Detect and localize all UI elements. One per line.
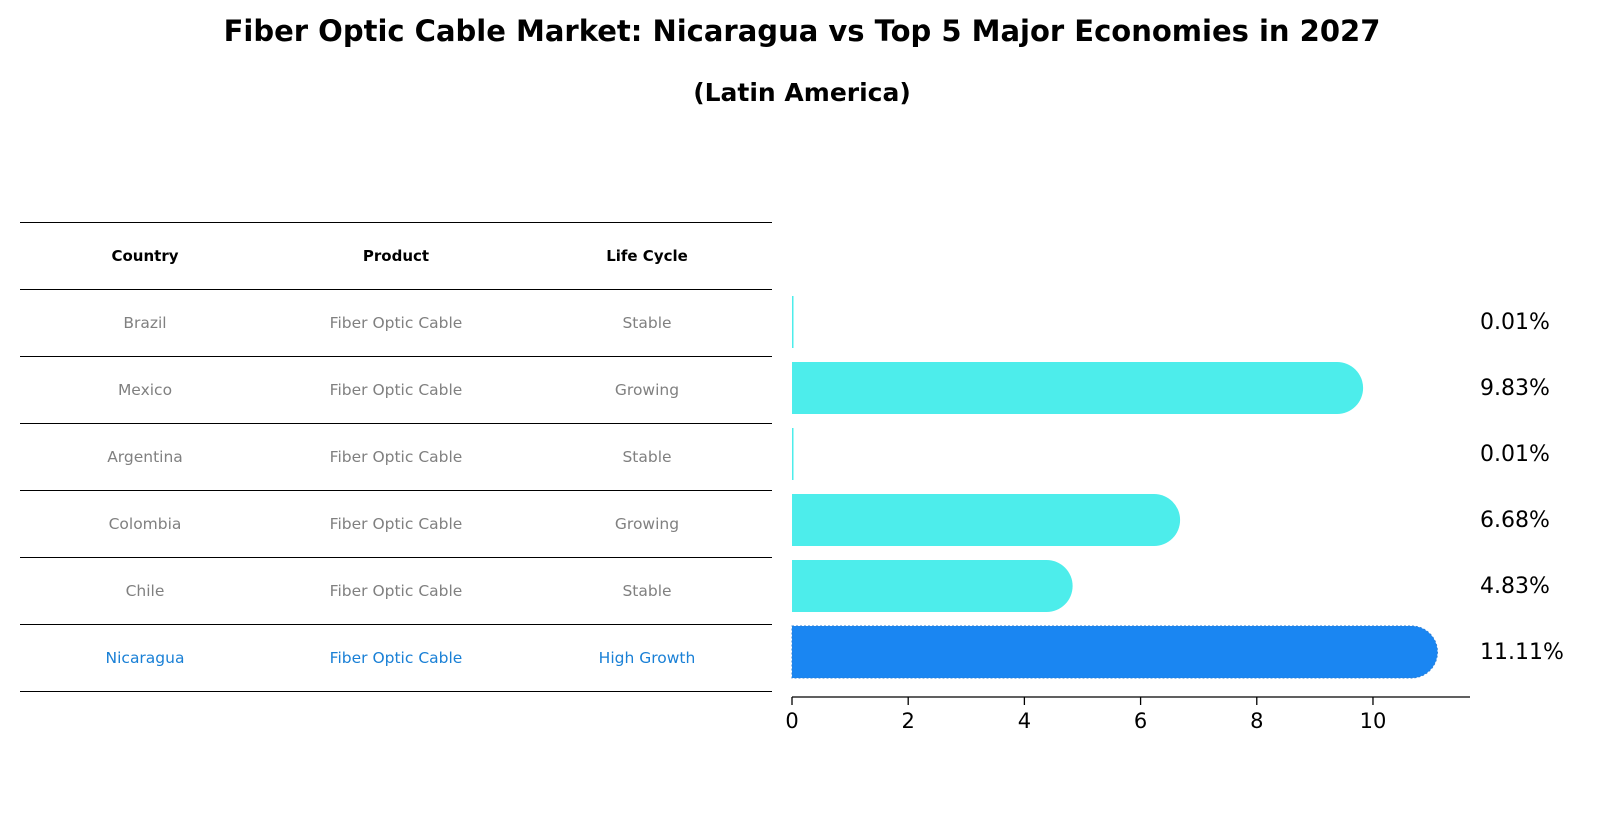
cell-life-cycle: Stable — [522, 423, 772, 491]
header-product: Product — [270, 222, 522, 290]
chart-subtitle: (Latin America) — [693, 78, 911, 107]
x-tick-label: 2 — [902, 709, 915, 733]
value-label: 0.01% — [1480, 310, 1550, 335]
bar-colombia — [792, 494, 1181, 546]
cell-life-cycle: Growing — [522, 356, 772, 424]
value-label: 6.68% — [1480, 508, 1550, 533]
country-table: Country Product Life Cycle Brazil Fiber … — [20, 222, 772, 692]
table-row: Brazil Fiber Optic Cable Stable — [20, 289, 772, 357]
cell-country: Brazil — [20, 289, 270, 357]
cell-product: Fiber Optic Cable — [270, 356, 522, 424]
x-tick-label: 6 — [1134, 709, 1147, 733]
x-tick-label: 4 — [1018, 709, 1031, 733]
x-tick-label: 8 — [1250, 709, 1263, 733]
cell-product: Fiber Optic Cable — [270, 624, 522, 692]
cell-life-cycle: High Growth — [522, 624, 772, 692]
table-header-row: Country Product Life Cycle — [20, 222, 772, 290]
cell-product: Fiber Optic Cable — [270, 423, 522, 491]
cell-country: Colombia — [20, 490, 270, 558]
bar-chile — [792, 560, 1073, 612]
cell-product: Fiber Optic Cable — [270, 289, 522, 357]
value-label: 9.83% — [1480, 376, 1550, 401]
x-tick-label: 10 — [1360, 709, 1387, 733]
bar-nicaragua — [791, 625, 1438, 679]
table-row: Colombia Fiber Optic Cable Growing — [20, 490, 772, 558]
cell-country: Nicaragua — [20, 624, 270, 692]
cell-country: Argentina — [20, 423, 270, 491]
header-life-cycle: Life Cycle — [522, 222, 772, 290]
cell-life-cycle: Growing — [522, 490, 772, 558]
x-tick-label: 0 — [785, 709, 798, 733]
table-row: Argentina Fiber Optic Cable Stable — [20, 423, 772, 491]
table-row: Chile Fiber Optic Cable Stable — [20, 557, 772, 625]
value-label: 0.01% — [1480, 442, 1550, 467]
bar-brazil — [792, 296, 794, 348]
cell-product: Fiber Optic Cable — [270, 490, 522, 558]
bar-mexico — [792, 362, 1364, 414]
chart-title: Fiber Optic Cable Market: Nicaragua vs T… — [223, 14, 1381, 48]
cell-life-cycle: Stable — [522, 289, 772, 357]
value-label: 4.83% — [1480, 574, 1550, 599]
table-row-highlight: Nicaragua Fiber Optic Cable High Growth — [20, 624, 772, 692]
value-label: 11.11% — [1480, 640, 1564, 665]
cell-life-cycle: Stable — [522, 557, 772, 625]
cell-product: Fiber Optic Cable — [270, 557, 522, 625]
cell-country: Mexico — [20, 356, 270, 424]
table-row: Mexico Fiber Optic Cable Growing — [20, 356, 772, 424]
header-country: Country — [20, 222, 270, 290]
cell-country: Chile — [20, 557, 270, 625]
bar-argentina — [792, 428, 794, 480]
